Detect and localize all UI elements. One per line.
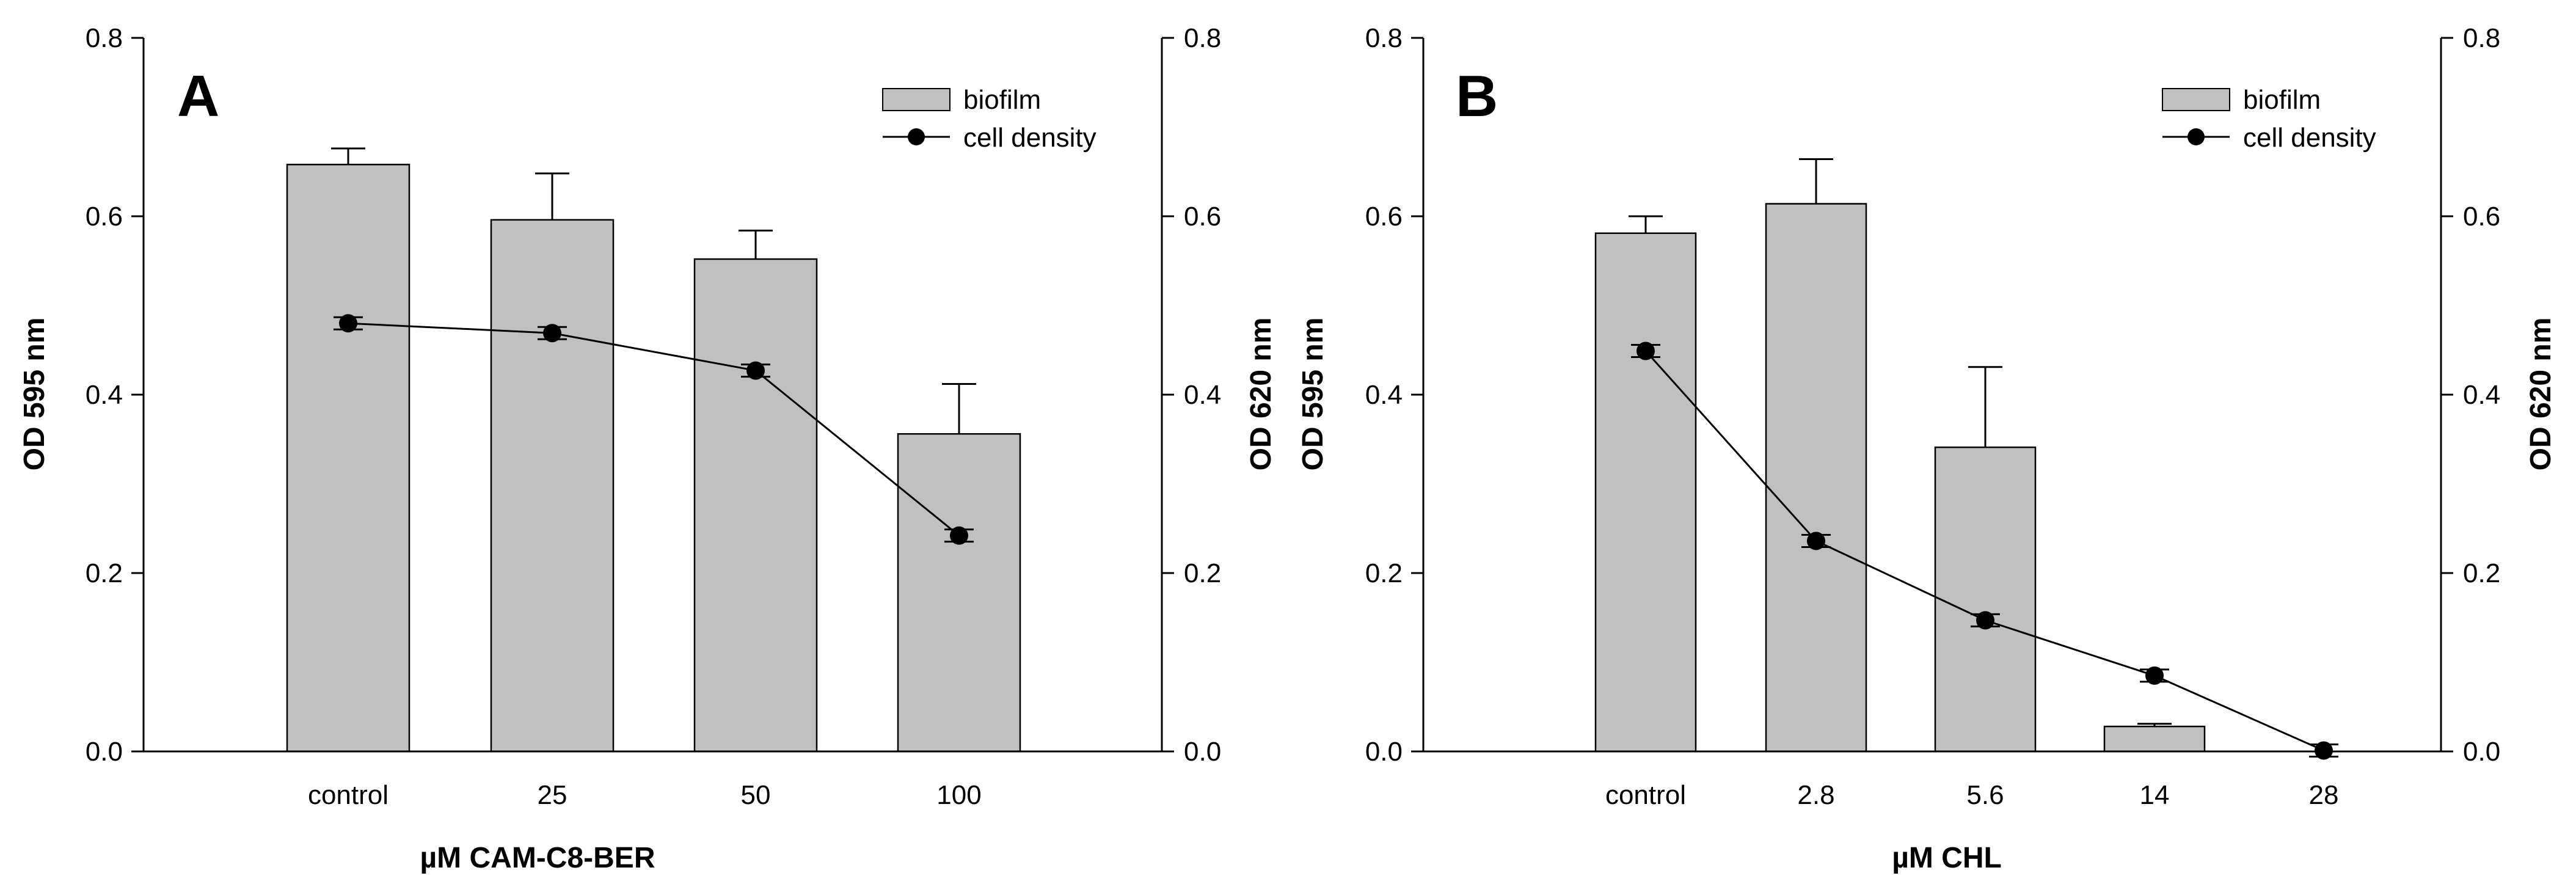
panel-a-legend-bar-label: biofilm: [963, 85, 1041, 115]
panel-b-bar: [2103, 725, 2206, 753]
panel-b-bar: [1934, 446, 2037, 753]
panel-a-bar: [897, 433, 1021, 753]
panel-a-xlabel: µM CAM-C8-BER: [420, 842, 655, 874]
panel-b-x-tick-label: 14: [2140, 780, 2170, 810]
panel-b: 0.0 0.0 0.2 0.2 0.4 0.4 0.6 0.6 0.8 0.8 control 2.8…: [1297, 23, 2557, 874]
panel-b-bar: [1765, 203, 1867, 753]
panel-a-cell-density-line: [348, 322, 960, 536]
panel-a-x-tick-label: control: [308, 780, 389, 810]
panel-b-y-tick-label: 0.0: [1365, 737, 1403, 767]
panel-b-cell-density-point: [1636, 342, 1655, 360]
panel-b-y-tick-label: 0.4: [1365, 380, 1403, 410]
panel-b-cell-density-point: [1807, 532, 1825, 550]
panel-a-legend-line-label: cell density: [963, 123, 1096, 153]
panel-a-x-tick-label: 50: [741, 780, 771, 810]
panel-a-legend: biofilm cell density: [882, 85, 1096, 153]
panel-b-cell-density-point: [2145, 666, 2164, 685]
panel-b-ylabel: OD 595 nm: [1297, 318, 1329, 471]
panel-a-bar: [693, 258, 818, 753]
panel-b-x-tick-label: control: [1605, 780, 1686, 810]
panel-a-label: A: [177, 64, 219, 129]
panel-b-x-tick-label: 2.8: [1797, 780, 1834, 810]
panel-a-cell-density-point: [543, 324, 561, 343]
panel-a-y2-tick-label: 0.0: [1184, 737, 1221, 767]
panel-a-legend-bar-swatch: [882, 88, 950, 111]
panel-a-y-tick-label: 0.4: [86, 380, 123, 410]
panel-a: 0.0 0.0 0.2 0.2 0.4 0.4 0.6 0.6 0.8 0.8 control 25 5…: [18, 23, 1277, 874]
panel-a-x-tick-label: 25: [538, 780, 567, 810]
panel-a-ylabel: OD 595 nm: [18, 318, 51, 471]
panel-a-cell-density-point: [339, 314, 357, 333]
panel-b-x-tick-label: 28: [2309, 780, 2339, 810]
panel-b-y2-tick-label: 0.0: [2463, 737, 2500, 767]
panel-a-y-tick-label: 0.8: [86, 23, 123, 53]
panel-b-y2-tick-label: 0.4: [2463, 380, 2500, 410]
panel-b-legend-line-label: cell density: [2243, 123, 2376, 153]
panel-a-y2-tick-label: 0.6: [1184, 202, 1221, 232]
panel-a-x-tick-label: 100: [936, 780, 981, 810]
panel-b-legend-bar-label: biofilm: [2243, 85, 2321, 115]
panel-a-y-tick-label: 0.6: [86, 202, 123, 232]
panel-a-y-tick-label: 0.2: [86, 558, 123, 588]
panel-a-plot: 0.0 0.0 0.2 0.2 0.4 0.4 0.6 0.6 0.8 0.8 control 25 5…: [86, 23, 1221, 810]
panel-b-y-tick-label: 0.8: [1365, 23, 1403, 53]
panel-a-bar: [286, 164, 410, 753]
panel-b-x-tick-label: 5.6: [1966, 780, 2004, 810]
panel-b-label: B: [1456, 64, 1498, 129]
panel-a-y2-tick-label: 0.8: [1184, 23, 1221, 53]
panel-b-plot: 0.0 0.0 0.2 0.2 0.4 0.4 0.6 0.6 0.8 0.8 control 2.8…: [1365, 23, 2500, 810]
panel-a-y2-tick-label: 0.4: [1184, 380, 1221, 410]
panel-b-y-tick-label: 0.2: [1365, 558, 1403, 588]
panel-b-y-tick-label: 0.6: [1365, 202, 1403, 232]
panel-a-y-tick-label: 0.0: [86, 737, 123, 767]
panel-b-legend-marker: [2187, 128, 2205, 145]
panel-a-cell-density-point: [950, 526, 968, 545]
panel-b-bar: [1594, 232, 1697, 753]
panel-a-bar: [490, 219, 615, 753]
panel-b-xlabel: µM CHL: [1892, 842, 2002, 874]
panel-b-legend-bar-swatch: [2162, 88, 2230, 111]
panel-b-legend: biofilm cell density: [2162, 85, 2376, 153]
panel-a-y2-tick-label: 0.2: [1184, 558, 1221, 588]
panel-b-y2-tick-label: 0.2: [2463, 558, 2500, 588]
panel-b-y2-tick-label: 0.8: [2463, 23, 2500, 53]
panel-b-y2label: OD 620 nm: [2525, 318, 2557, 471]
panel-b-cell-density-point: [1976, 611, 1994, 630]
panel-b-y2-tick-label: 0.6: [2463, 202, 2500, 232]
panel-b-cell-density-point: [2315, 741, 2333, 760]
panel-a-legend-marker: [908, 128, 925, 145]
panel-a-y2label: OD 620 nm: [1245, 318, 1277, 471]
panel-a-cell-density-point: [746, 361, 765, 380]
